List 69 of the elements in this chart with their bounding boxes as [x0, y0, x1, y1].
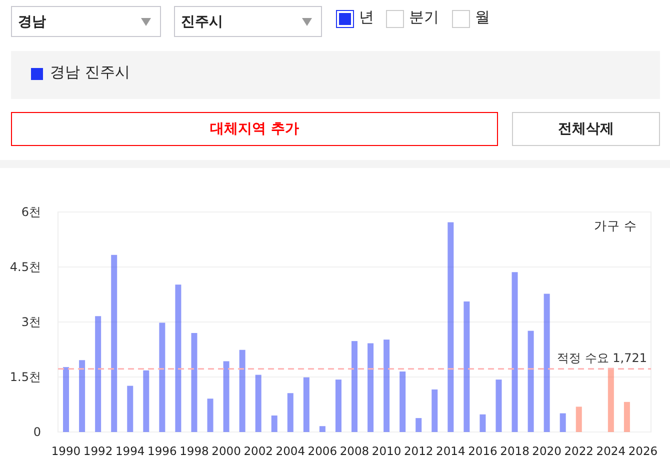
text: 월	[475, 8, 491, 28]
x-tick-label: 2012	[404, 444, 434, 458]
bar	[207, 398, 214, 432]
bar	[608, 368, 614, 432]
x-tick-label: 1992	[83, 444, 113, 458]
x-tick-label: 2018	[500, 444, 530, 458]
bar	[416, 418, 422, 432]
bar	[303, 377, 310, 432]
button: 대체지역 추가	[11, 112, 498, 146]
x-tick-label: 2014	[436, 444, 466, 458]
bar	[63, 367, 70, 432]
bar	[528, 330, 534, 432]
bar	[432, 389, 438, 432]
bar	[191, 333, 198, 432]
x-tick-label: 1990	[51, 444, 81, 458]
bar	[223, 361, 230, 432]
bar	[480, 414, 486, 432]
text: 년	[359, 8, 375, 28]
bar	[624, 402, 630, 432]
bar	[448, 222, 454, 432]
bar	[95, 316, 102, 432]
x-tick-label: 2024	[596, 444, 626, 458]
x-tick-label: 2026	[628, 444, 658, 458]
x-tick-label: 1998	[180, 444, 209, 458]
bar	[352, 341, 358, 432]
bar	[175, 284, 182, 432]
bar	[560, 413, 566, 432]
text: 분기	[409, 8, 440, 28]
x-tick-label: 2020	[532, 444, 562, 458]
bar	[255, 374, 262, 432]
y-tick-label: 4.5천	[10, 260, 41, 274]
y-tick-label: 6천	[21, 205, 41, 219]
bar	[496, 380, 502, 432]
bar	[544, 294, 550, 432]
bar	[111, 254, 118, 432]
bar	[287, 393, 294, 432]
ref-line-label: 적정 수요 1,721	[557, 350, 647, 365]
bar	[127, 386, 134, 432]
bar	[319, 426, 326, 432]
bar	[271, 416, 278, 432]
dropdown: 진주시	[174, 6, 322, 37]
bar	[143, 370, 150, 432]
x-tick-label: 2022	[564, 444, 594, 458]
bar	[368, 343, 374, 432]
x-tick-label: 2016	[468, 444, 498, 458]
y-tick-label: 3천	[21, 315, 41, 329]
x-tick-label: 2008	[340, 444, 370, 458]
bar	[159, 322, 166, 432]
dropdown: 경남	[11, 6, 161, 37]
bar	[576, 406, 582, 432]
y-axis-title: 가구 수	[594, 218, 637, 233]
bar	[79, 360, 86, 432]
bar	[464, 301, 470, 432]
bar	[384, 340, 390, 432]
y-tick-label: 0	[33, 425, 41, 439]
bar	[335, 380, 342, 432]
bar	[400, 372, 406, 432]
x-tick-label: 2000	[212, 444, 241, 458]
bar	[239, 350, 246, 432]
button: 전체삭제	[512, 112, 660, 146]
x-tick-label: 1996	[148, 444, 177, 458]
bar	[512, 272, 518, 432]
x-tick-label: 1994	[115, 444, 145, 458]
x-tick-label: 2006	[308, 444, 338, 458]
x-tick-label: 2002	[244, 444, 273, 458]
legend-label: 경남 진주시	[50, 63, 131, 83]
x-tick-label: 2010	[372, 444, 402, 458]
x-tick-label: 2004	[276, 444, 306, 458]
y-tick-label: 1.5천	[10, 370, 41, 384]
